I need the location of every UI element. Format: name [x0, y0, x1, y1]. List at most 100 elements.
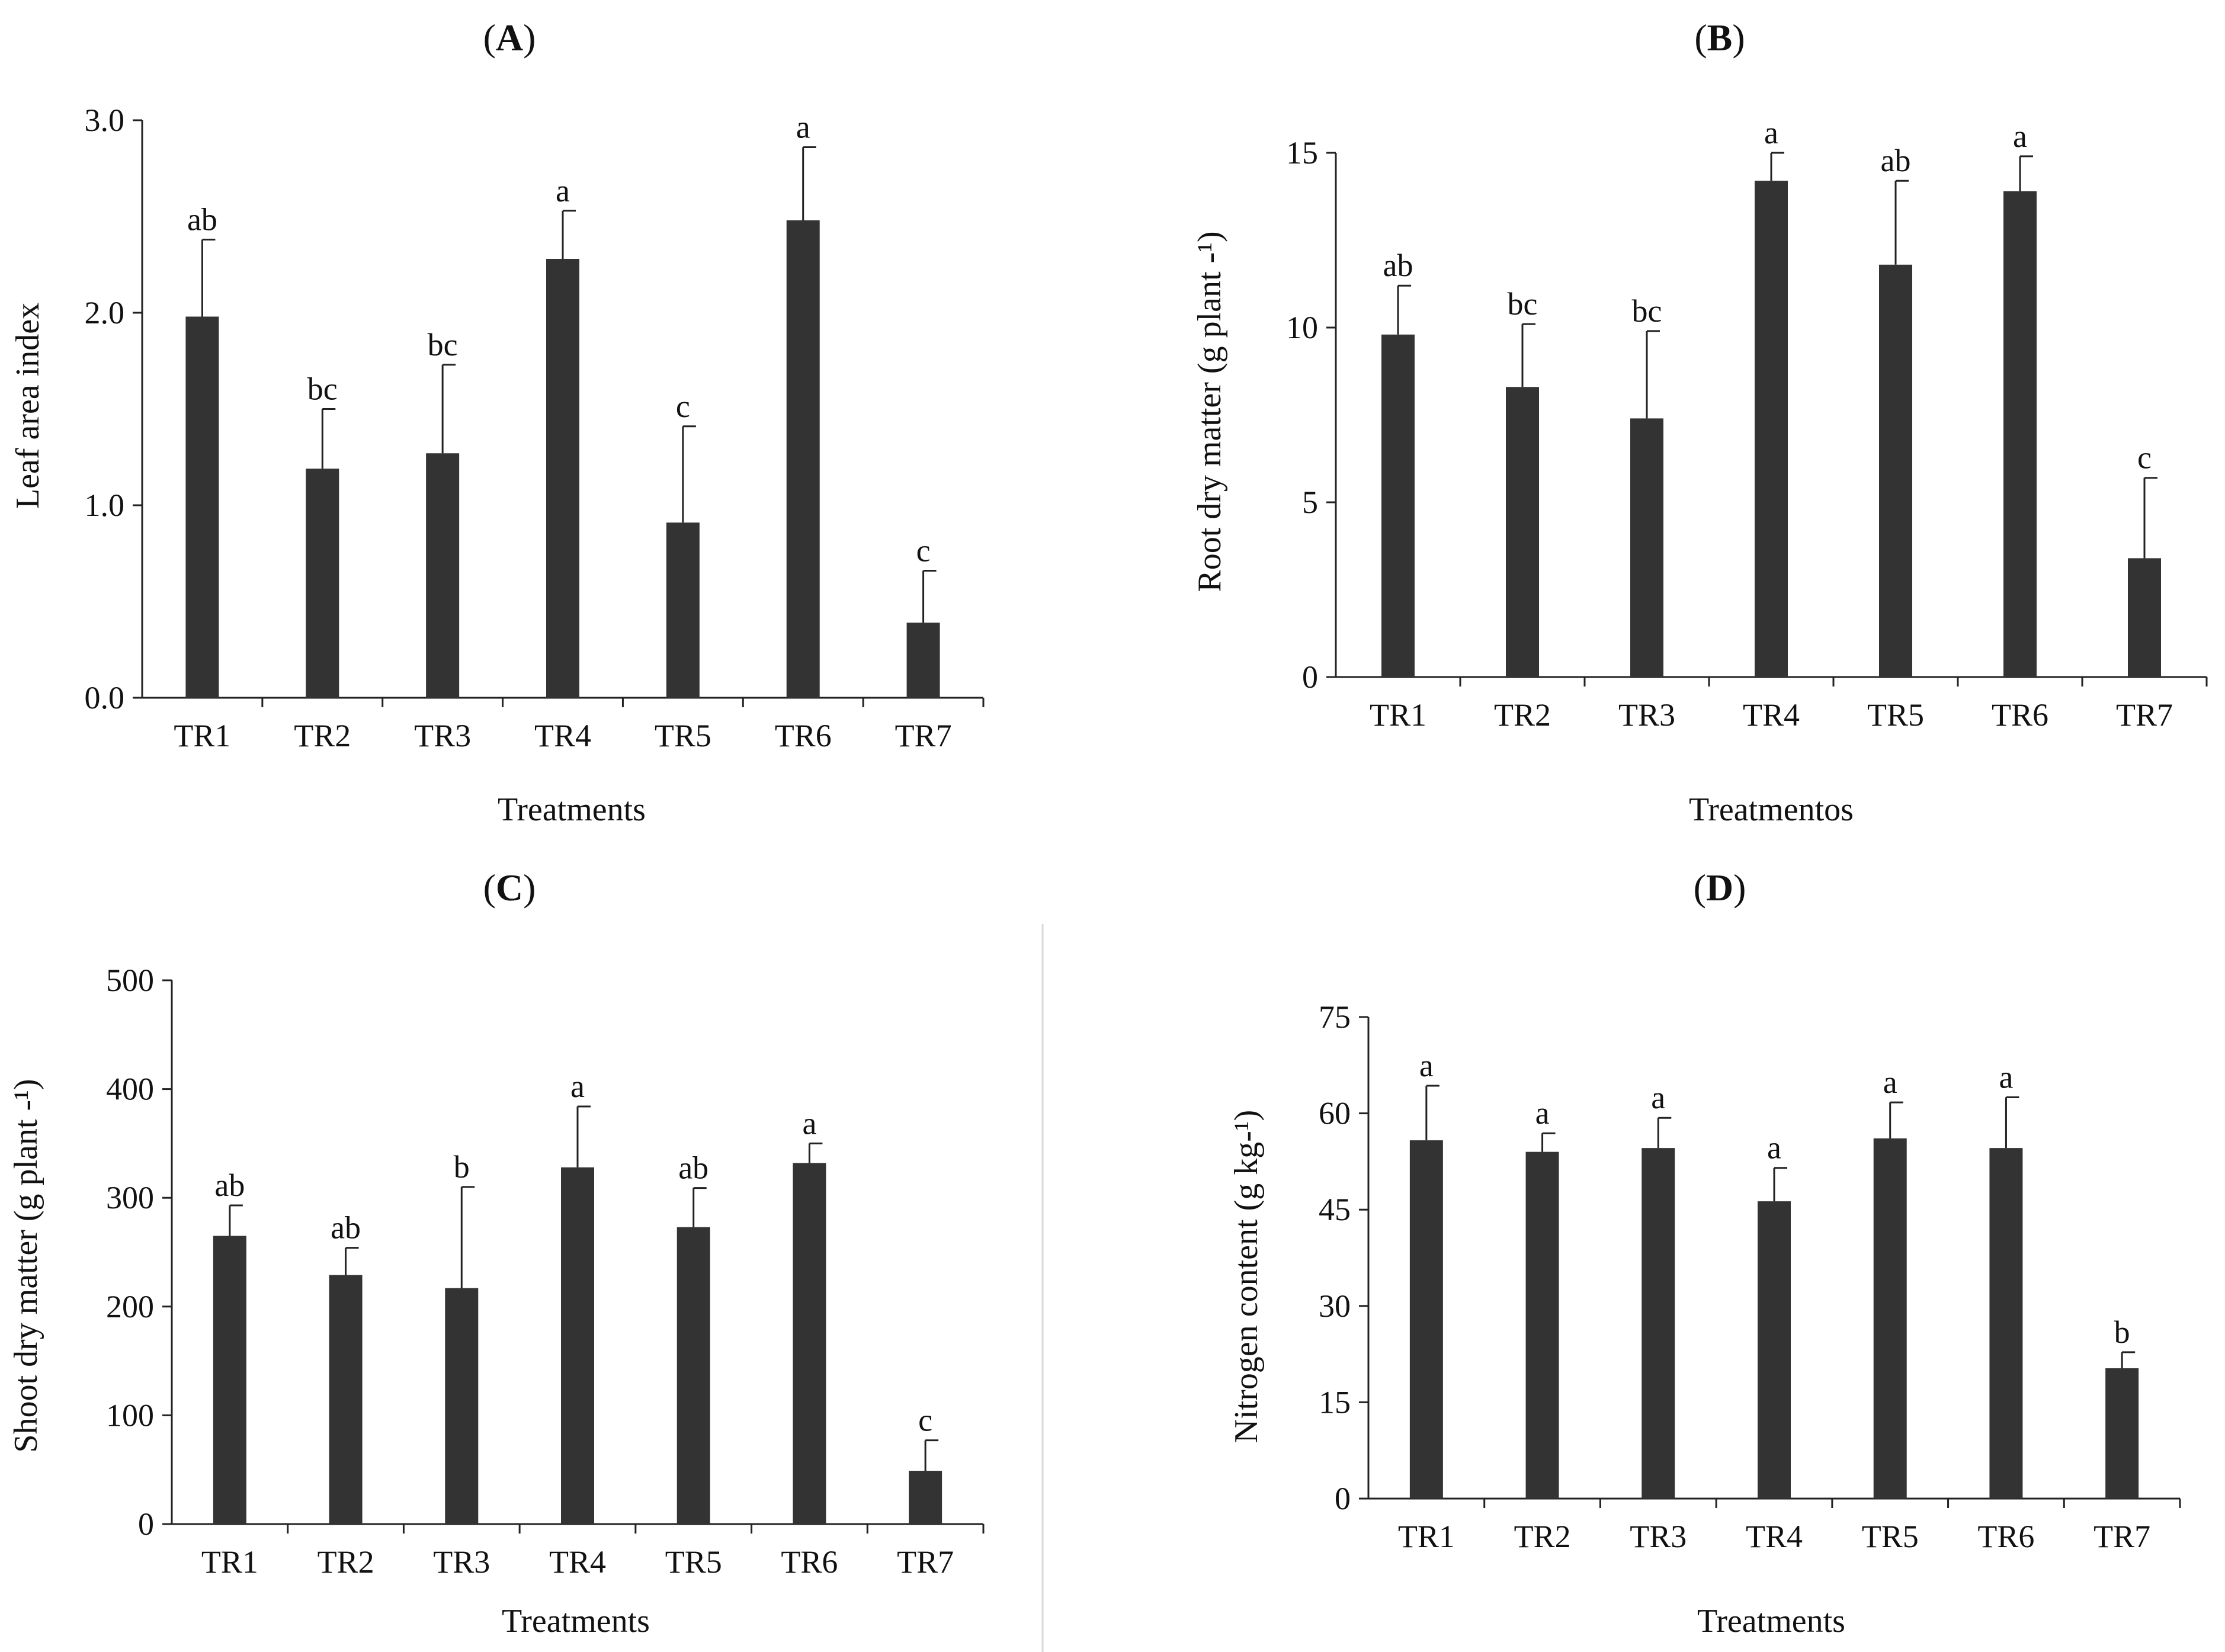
y-tick-label: 15: [1319, 1384, 1351, 1420]
significance-letter-tr5: ab: [678, 1150, 708, 1186]
significance-letter-tr5: a: [1883, 1064, 1897, 1100]
x-tick-label-tr2: TR2: [318, 1544, 374, 1580]
significance-letter-tr7: c: [2137, 440, 2152, 476]
y-tick-label: 0: [1335, 1481, 1351, 1516]
significance-letter-tr7: c: [916, 533, 931, 569]
x-tick-label-tr7: TR7: [895, 718, 952, 753]
x-tick-label-tr1: TR1: [201, 1544, 258, 1580]
y-tick-label: 500: [106, 963, 154, 998]
significance-letter-tr6: a: [2013, 118, 2027, 154]
x-axis-title-d: Treatments: [1697, 1603, 1845, 1640]
plot-area-a: 0.0 1.0 2.0 3.0 ab TR1 bc TR2 bc TR3 a TR4 c TR5 a TR6 c…: [85, 102, 985, 753]
bar-tr6: [786, 220, 820, 698]
plot-area-c: 0 100 200 300 400 500 ab TR1 ab TR2 b TR3 a TR4 ab TR5 a…: [106, 963, 985, 1580]
y-axis-title-a: Leaf area index: [9, 303, 46, 509]
significance-letter-tr7: c: [918, 1403, 932, 1438]
bar-tr2: [1506, 387, 1539, 677]
significance-letter-tr4: a: [556, 173, 570, 208]
bar-tr1: [213, 1236, 246, 1524]
x-tick-label-tr7: TR7: [2116, 697, 2173, 733]
significance-letter-tr4: a: [1764, 115, 1778, 150]
x-tick-label-tr5: TR5: [1862, 1519, 1919, 1554]
x-tick-label-tr6: TR6: [1992, 697, 2048, 733]
plot-area-b: 0 5 10 15 ab TR1 bc TR2 bc TR3 a TR4 ab TR5 a TR6 c TR7: [1286, 115, 2208, 733]
y-axis-title-c: Shoot dry matter (g plant -¹): [8, 1079, 44, 1452]
y-tick-label: 400: [106, 1072, 154, 1107]
x-tick-label-tr3: TR3: [433, 1544, 490, 1580]
x-axis-title-a: Treatments: [498, 791, 646, 828]
significance-letter-tr3: bc: [1632, 293, 1662, 329]
y-tick-label: 100: [106, 1397, 154, 1433]
significance-letter-tr2: a: [1535, 1095, 1550, 1131]
bar-tr3: [426, 453, 460, 698]
x-tick-label-tr3: TR3: [1618, 697, 1675, 733]
bar-tr4: [546, 259, 579, 698]
y-tick-label: 10: [1286, 310, 1318, 345]
significance-letter-tr3: bc: [428, 327, 458, 363]
y-tick-label: 45: [1319, 1192, 1351, 1227]
chart-panel-b: (B) 0 5 10 15 ab TR1 bc TR2 bc TR3 a TR4 ab TR5 a TR6 c T…: [1191, 17, 2208, 828]
y-tick-label: 1.0: [85, 487, 125, 523]
bar-tr5: [677, 1227, 710, 1524]
bar-tr1: [1409, 1140, 1443, 1499]
x-tick-label-tr1: TR1: [1398, 1519, 1455, 1554]
y-tick-label: 0.0: [85, 680, 125, 716]
panel-label-a: (A): [483, 17, 536, 59]
significance-letter-tr6: a: [1999, 1060, 2013, 1095]
x-tick-label-tr4: TR4: [1743, 697, 1800, 733]
significance-letter-tr5: ab: [1881, 143, 1911, 178]
x-tick-label-tr6: TR6: [781, 1544, 838, 1580]
x-tick-label-tr5: TR5: [1867, 697, 1924, 733]
significance-letter-tr1: ab: [1383, 248, 1413, 283]
x-tick-label-tr5: TR5: [665, 1544, 722, 1580]
significance-letter-tr1: a: [1419, 1048, 1434, 1083]
significance-letter-tr1: ab: [214, 1167, 245, 1203]
y-tick-label: 0: [138, 1506, 154, 1542]
y-tick-label: 30: [1319, 1288, 1351, 1324]
bar-tr3: [1642, 1148, 1675, 1499]
x-tick-label-tr4: TR4: [1746, 1519, 1803, 1554]
x-tick-label-tr3: TR3: [414, 718, 471, 753]
bar-tr7: [2105, 1368, 2139, 1499]
y-tick-label: 0: [1302, 659, 1318, 695]
bar-tr4: [561, 1167, 594, 1524]
x-tick-label-tr4: TR4: [534, 718, 591, 753]
bar-tr4: [1755, 181, 1788, 677]
x-tick-label-tr2: TR2: [1494, 697, 1551, 733]
bar-tr1: [1381, 334, 1415, 677]
y-tick-label: 2.0: [85, 295, 125, 331]
significance-letter-tr6: a: [796, 110, 810, 145]
chart-panel-d: (D) 0 15 30 45 60 75 a TR1 a TR2 a TR3 a TR4 a TR5 a TR6 b…: [1228, 867, 2181, 1640]
panel-label-d: (D): [1694, 867, 1746, 909]
x-tick-label-tr2: TR2: [1514, 1519, 1571, 1554]
significance-letter-tr7: b: [2114, 1314, 2130, 1350]
x-tick-label-tr6: TR6: [775, 718, 832, 753]
bar-tr7: [906, 623, 940, 698]
significance-letter-tr2: bc: [307, 371, 338, 407]
chart-panel-c: (C) 0 100 200 300 400 500 ab TR1 ab TR2 b TR3 a TR4 ab…: [8, 867, 985, 1640]
chart-panel-a: (A) 0.0 1.0 2.0 3.0 ab TR1 bc TR2 bc TR3 a TR4 c TR5 a…: [9, 17, 985, 828]
bar-tr6: [2003, 191, 2037, 677]
bar-tr2: [329, 1275, 363, 1524]
bar-tr6: [793, 1163, 826, 1524]
bar-tr6: [1989, 1148, 2023, 1499]
bar-tr4: [1758, 1201, 1791, 1499]
x-tick-label-tr7: TR7: [897, 1544, 954, 1580]
x-tick-label-tr1: TR1: [174, 718, 230, 753]
significance-letter-tr1: ab: [187, 202, 217, 238]
bar-tr3: [1630, 418, 1663, 677]
x-tick-label-tr6: TR6: [1977, 1519, 2034, 1554]
bar-tr7: [2128, 558, 2161, 677]
significance-letter-tr6: a: [802, 1105, 816, 1141]
bar-tr7: [909, 1471, 942, 1524]
bar-tr2: [1525, 1151, 1559, 1499]
bar-tr5: [1873, 1138, 1907, 1499]
x-tick-label-tr5: TR5: [655, 718, 711, 753]
y-axis-title-d: Nitrogen content (g kg-¹): [1228, 1110, 1265, 1444]
x-tick-label-tr2: TR2: [294, 718, 351, 753]
significance-letter-tr4: a: [570, 1069, 585, 1104]
bar-tr2: [306, 469, 339, 698]
y-tick-label: 5: [1302, 485, 1318, 520]
significance-letter-tr3: a: [1651, 1080, 1665, 1115]
